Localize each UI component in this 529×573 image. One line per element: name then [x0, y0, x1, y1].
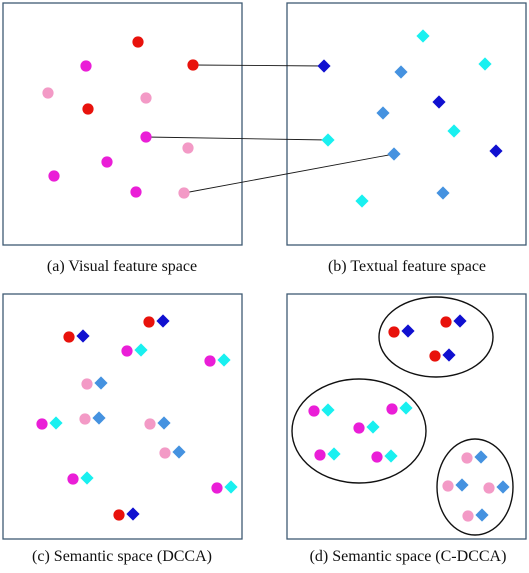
panel-d-pair-8-visual-point — [371, 451, 383, 463]
cross-modal-link-2 — [145, 136, 329, 141]
caption-panel-d: (d) Semantic space (C-DCCA) — [310, 548, 507, 565]
caption-panel-a: (a) Visual feature space — [47, 258, 197, 275]
cross-modal-links-layer — [145, 64, 395, 194]
panel-d-pair-5-visual-point — [386, 403, 398, 415]
textual-point-navy-10 — [489, 144, 503, 158]
textual-point-cyan-7 — [447, 124, 461, 138]
panel-d-pair-11-visual-point — [483, 482, 495, 494]
visual-point-pink-4 — [42, 87, 54, 99]
textual-point-blue-6 — [376, 106, 390, 120]
panel-c-pair-8-textual-point — [157, 416, 171, 430]
panel-c-pair-4-visual-point — [204, 355, 216, 367]
panel-d-pair-2-textual-point — [453, 314, 467, 328]
panel-d-pair-8-textual-point — [384, 449, 398, 463]
panel-d-pair-9-visual-point — [461, 452, 473, 464]
panel-c-pair-5-visual-point — [81, 378, 93, 390]
panel-d-pair-7-visual-point — [314, 449, 326, 461]
panel-c-pair-6-visual-point — [79, 413, 91, 425]
panel-c-pair-11-visual-point — [211, 482, 223, 494]
visual-point-red-3 — [187, 59, 199, 71]
panel-d-pair-2-visual-point — [440, 316, 452, 328]
panel-d-pair-7-textual-point — [327, 447, 341, 461]
panel-d-pair-11-textual-point — [496, 480, 510, 494]
visual-point-magenta-9 — [101, 156, 113, 168]
captions-layer: (a) Visual feature space (b) Textual fea… — [32, 258, 506, 565]
textual-point-cyan-12 — [355, 194, 369, 208]
visual-point-pink-12 — [178, 187, 190, 199]
panel-c-pair-8-visual-point — [144, 418, 156, 430]
panel-c-pair-9-textual-point — [172, 445, 186, 459]
caption-panel-b: (b) Textual feature space — [328, 258, 486, 275]
panel-d-pair-6-textual-point — [366, 420, 380, 434]
panel-a-frame — [2, 2, 243, 246]
textual-point-blue-9 — [387, 147, 401, 161]
panel-c-pair-12-visual-point — [113, 509, 125, 521]
panel-c-pair-4-textual-point — [217, 353, 231, 367]
cluster-ellipse-1 — [378, 296, 494, 378]
panel-c-pair-1-textual-point — [76, 329, 90, 343]
panel-d-pair-3-textual-point — [442, 348, 456, 362]
panel-d-pair-4-textual-point — [321, 403, 335, 417]
visual-point-magenta-10 — [48, 170, 60, 182]
caption-panel-c: (c) Semantic space (DCCA) — [32, 548, 212, 565]
panel-c-pair-7-textual-point — [49, 416, 63, 430]
textual-point-cyan-2 — [478, 57, 492, 71]
cluster-ellipse-2 — [291, 378, 427, 484]
visual-point-red-5 — [82, 103, 94, 115]
textual-point-navy-5 — [432, 95, 446, 109]
panel-c-pair-3-textual-point — [134, 343, 148, 357]
textual-point-blue-11 — [436, 186, 450, 200]
textual-point-cyan-8 — [321, 133, 335, 147]
panel-c-pair-10-textual-point — [80, 471, 94, 485]
visual-point-pink-6 — [140, 92, 152, 104]
panels-layer — [2, 2, 527, 540]
panel-d-pair-5-textual-point — [399, 401, 413, 415]
panel-c-pair-2-textual-point — [156, 314, 170, 328]
panel-c-pair-10-visual-point — [67, 473, 79, 485]
panel-d-pair-10-textual-point — [455, 478, 469, 492]
panel-d-pair-12-textual-point — [475, 508, 489, 522]
markers-layer — [36, 29, 510, 522]
panel-c-pair-12-textual-point — [126, 507, 140, 521]
panel-d-pair-4-visual-point — [308, 405, 320, 417]
panel-c-pair-5-textual-point — [94, 376, 108, 390]
panel-c-frame — [2, 293, 243, 540]
visual-point-pink-8 — [182, 142, 194, 154]
panel-c-pair-7-visual-point — [36, 418, 48, 430]
visual-point-magenta-11 — [130, 186, 142, 198]
panel-c-pair-11-textual-point — [224, 480, 238, 494]
textual-point-navy-3 — [317, 59, 331, 73]
panel-b-frame — [286, 2, 527, 246]
panel-d-pair-9-textual-point — [474, 450, 488, 464]
panel-d-pair-10-visual-point — [442, 480, 454, 492]
panel-d-pair-3-visual-point — [429, 350, 441, 362]
cross-modal-link-1 — [192, 64, 325, 67]
panel-d-pair-6-visual-point — [353, 422, 365, 434]
panel-c-pair-6-textual-point — [92, 411, 106, 425]
textual-point-blue-4 — [394, 65, 408, 79]
panel-d-pair-1-textual-point — [401, 324, 415, 338]
cluster-ellipse-3 — [436, 438, 514, 536]
cross-modal-link-3 — [183, 153, 395, 194]
visual-point-magenta-2 — [80, 60, 92, 72]
textual-point-cyan-1 — [416, 29, 430, 43]
panel-c-pair-9-visual-point — [159, 447, 171, 459]
visual-point-red-1 — [132, 36, 144, 48]
panel-c-pair-1-visual-point — [63, 331, 75, 343]
visual-point-magenta-7 — [140, 131, 152, 143]
panel-d-pair-12-visual-point — [462, 510, 474, 522]
panel-c-pair-2-visual-point — [143, 316, 155, 328]
panel-d-pair-1-visual-point — [388, 326, 400, 338]
panel-c-pair-3-visual-point — [121, 345, 133, 357]
